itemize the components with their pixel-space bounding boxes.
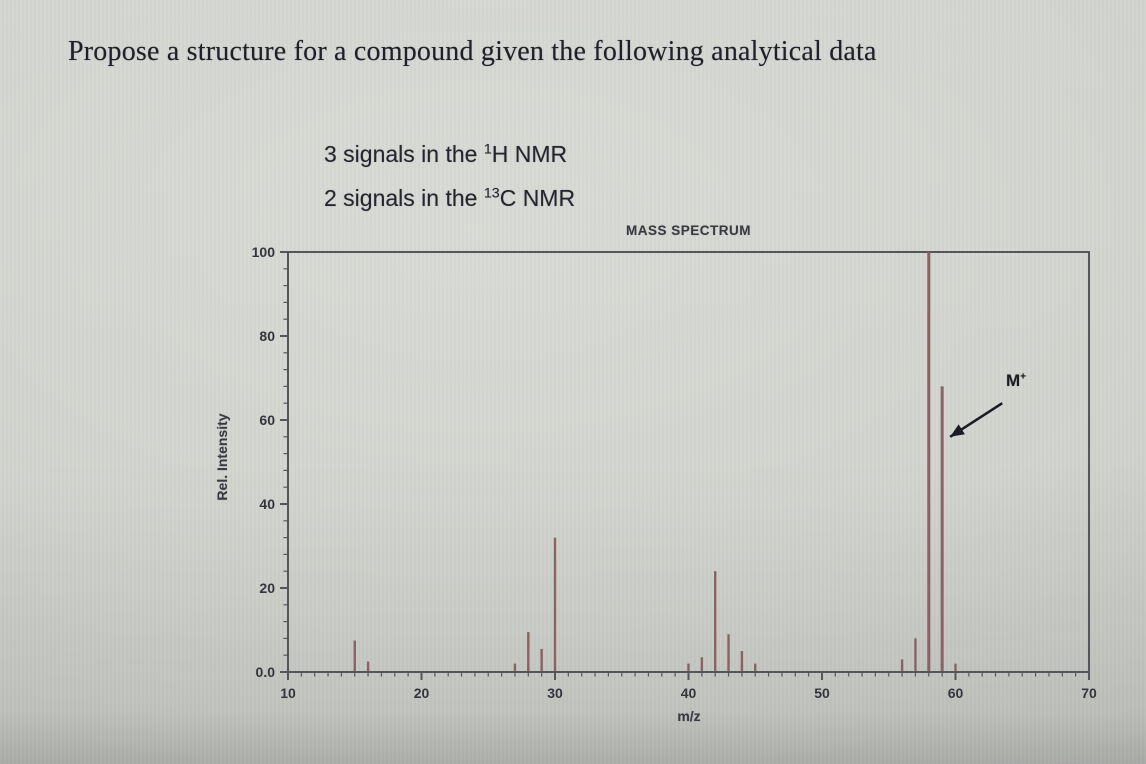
nmr-info: 3 signals in the 1H NMR 2 signals in the…: [324, 132, 575, 220]
y-tick-label-20: 20: [259, 580, 275, 596]
x-tick-label-60: 60: [948, 685, 964, 701]
x-tick-label-10: 10: [280, 685, 296, 701]
plot-frame: [287, 251, 1090, 673]
nmr-line-1h-text: 3 signals in the: [324, 141, 484, 167]
x-tick-label-50: 50: [814, 685, 830, 701]
y-tick-label-100: 100: [252, 244, 276, 260]
nmr-isotope-1: 1: [483, 141, 492, 158]
m-plus-arrowhead: [950, 424, 965, 437]
y-tick-label-0: 0.0: [256, 664, 276, 680]
nmr-line-13c-nucleus: C NMR: [499, 185, 576, 211]
y-tick-label-60: 60: [259, 412, 275, 428]
molecular-ion-charge: +: [1020, 371, 1027, 383]
x-tick-label-20: 20: [414, 685, 430, 701]
x-tick-label-40: 40: [681, 685, 697, 701]
molecular-ion-label: M+: [1006, 371, 1026, 391]
x-axis-title: m/z: [677, 708, 701, 724]
nmr-isotope-13: 13: [483, 185, 500, 202]
chart-title: MASS SPECTRUM: [625, 223, 751, 238]
nmr-line-1h: 3 signals in the 1H NMR: [324, 132, 575, 176]
x-tick-label-70: 70: [1081, 685, 1097, 701]
nmr-line-13c: 2 signals in the 13C NMR: [324, 176, 575, 220]
page-title: Propose a structure for a compound given…: [68, 36, 877, 67]
nmr-line-13c-text: 2 signals in the: [324, 185, 484, 211]
nmr-line-1h-nucleus: H NMR: [491, 141, 568, 167]
x-tick-label-30: 30: [547, 685, 563, 701]
y-tick-label-80: 80: [259, 328, 275, 344]
molecular-ion-symbol: M: [1006, 371, 1021, 390]
y-tick-label-40: 40: [259, 496, 275, 512]
